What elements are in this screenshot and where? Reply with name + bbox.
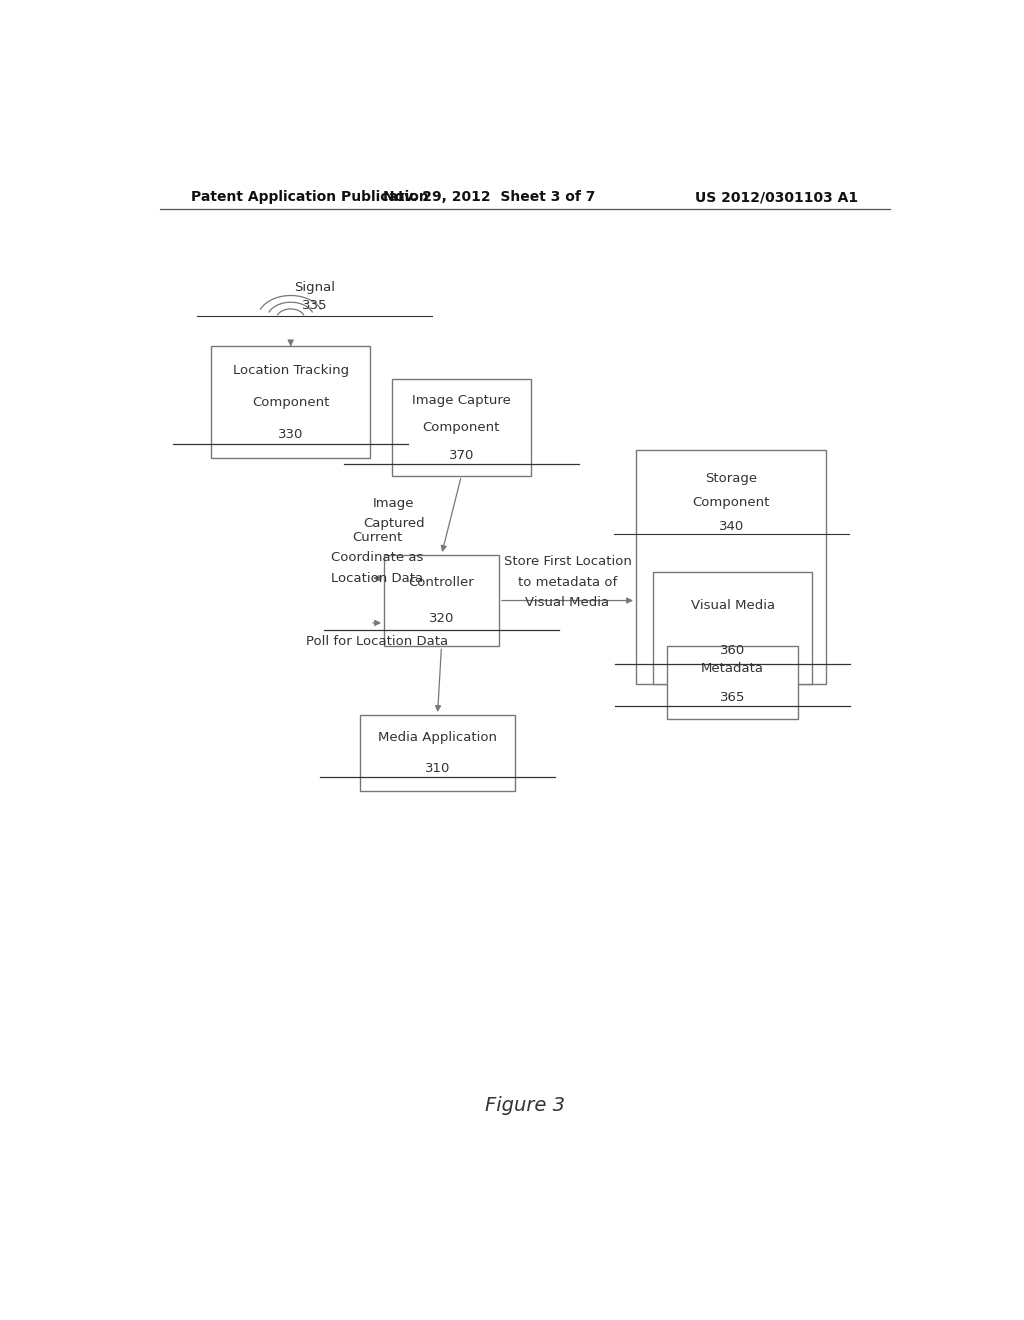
- Bar: [392, 379, 530, 477]
- Text: Current: Current: [352, 531, 402, 544]
- Text: 320: 320: [429, 612, 455, 626]
- Text: 370: 370: [449, 449, 474, 462]
- Text: Visual Media: Visual Media: [690, 599, 775, 612]
- Text: Component: Component: [423, 421, 500, 434]
- Bar: [653, 572, 812, 684]
- Text: Poll for Location Data: Poll for Location Data: [306, 635, 449, 648]
- Text: Location Data: Location Data: [331, 572, 423, 585]
- Text: Visual Media: Visual Media: [525, 597, 609, 609]
- Text: Component: Component: [692, 496, 770, 510]
- Text: 365: 365: [720, 690, 745, 704]
- Text: Controller: Controller: [409, 576, 474, 589]
- Text: Component: Component: [252, 396, 330, 409]
- Text: Metadata: Metadata: [701, 661, 764, 675]
- Bar: [360, 715, 515, 791]
- Text: 340: 340: [719, 520, 743, 533]
- Bar: [668, 647, 798, 719]
- Text: Nov. 29, 2012  Sheet 3 of 7: Nov. 29, 2012 Sheet 3 of 7: [383, 190, 595, 205]
- Text: US 2012/0301103 A1: US 2012/0301103 A1: [695, 190, 858, 205]
- Text: Patent Application Publication: Patent Application Publication: [191, 190, 429, 205]
- Text: 330: 330: [278, 428, 303, 441]
- Text: Captured: Captured: [364, 517, 425, 531]
- Text: Location Tracking: Location Tracking: [232, 364, 349, 378]
- Bar: [211, 346, 370, 458]
- Text: Image Capture: Image Capture: [412, 393, 511, 407]
- Text: Store First Location: Store First Location: [504, 556, 632, 569]
- Text: Figure 3: Figure 3: [484, 1096, 565, 1115]
- Text: 310: 310: [425, 762, 451, 775]
- Text: Signal: Signal: [294, 281, 335, 293]
- Text: Image: Image: [373, 496, 415, 510]
- Text: Coordinate as: Coordinate as: [331, 552, 423, 565]
- Bar: [636, 450, 826, 684]
- Text: to metadata of: to metadata of: [518, 576, 617, 589]
- Text: 360: 360: [720, 644, 745, 657]
- Text: Media Application: Media Application: [378, 731, 497, 744]
- Text: 335: 335: [302, 298, 328, 312]
- Text: Storage: Storage: [706, 473, 757, 484]
- Bar: [384, 554, 499, 647]
